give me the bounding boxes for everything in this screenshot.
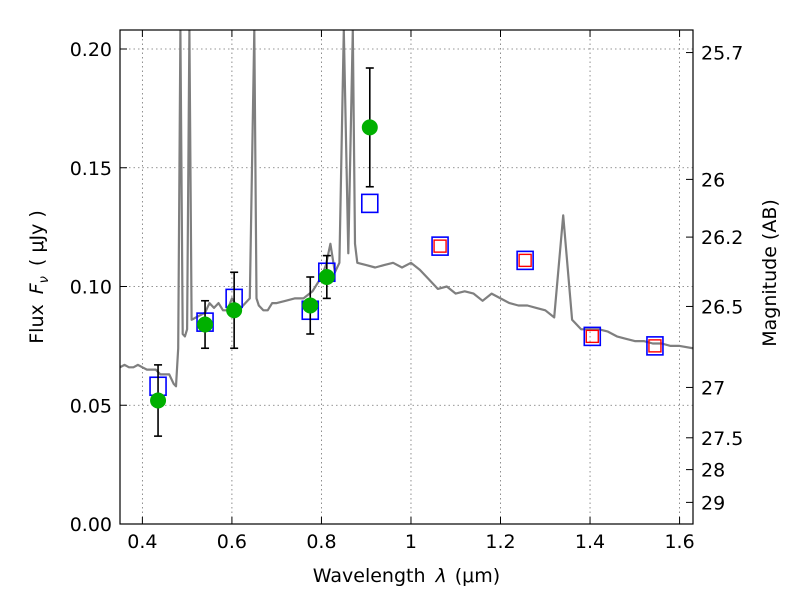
mag-tick-label: 29 — [701, 492, 725, 514]
model-square-marker — [360, 193, 379, 214]
spectrum-line — [120, 30, 693, 388]
model-square-marker — [516, 250, 534, 271]
plot-frame — [119, 29, 694, 525]
mag-tick-label: 27.5 — [701, 428, 743, 450]
grid — [120, 30, 693, 525]
model-square-marker — [646, 336, 664, 356]
y-tick-label: 0.15 — [70, 158, 112, 180]
model-square-inner-marker — [648, 339, 662, 353]
mag-tick-label: 26 — [701, 169, 725, 191]
model-square-marker — [431, 236, 449, 256]
x-tick-label: 1 — [405, 531, 417, 553]
observed-point — [302, 297, 319, 314]
model-square-inner-marker — [585, 329, 599, 344]
observed-point — [197, 316, 214, 333]
model-square-marker — [583, 326, 602, 347]
mag-tick-label: 25.7 — [701, 43, 743, 65]
x-tick-label: 1.4 — [575, 531, 605, 553]
y-tick-label: 0.20 — [70, 39, 112, 61]
ticks: 0.4 0.6 0.8 1 1.2 1.4 1.6 0.00 0.05 0.10 0.15 0.20 2… — [70, 30, 743, 553]
x-tick-label: 0.4 — [127, 531, 157, 553]
y-tick-label: 0.10 — [70, 277, 112, 299]
x-axis-label: Wavelength λ (μm) — [313, 565, 500, 587]
observed-point — [318, 269, 335, 285]
x-tick-label: 0.8 — [306, 531, 336, 553]
mag-tick-label: 26.2 — [701, 227, 743, 249]
observed-point — [150, 392, 167, 409]
x-tick-label: 1.2 — [485, 531, 515, 553]
mag-tick-label: 28 — [701, 460, 725, 482]
y2-axis-label: Magnitude (AB) — [759, 199, 781, 347]
mag-tick-label: 26.5 — [701, 296, 743, 318]
x-tick-label: 1.6 — [664, 531, 694, 553]
model-square-inner-marker — [433, 239, 447, 253]
observed-point — [361, 119, 378, 136]
data-layer — [120, 30, 693, 437]
observed-point — [226, 302, 243, 319]
model-square-inner-marker — [518, 253, 532, 268]
y-tick-label: 0.00 — [70, 514, 112, 536]
mag-tick-label: 27 — [701, 377, 725, 399]
y-tick-label: 0.05 — [70, 395, 112, 417]
x-tick-label: 0.6 — [217, 531, 247, 553]
y-axis-label: FluxFν( μJy ) — [26, 210, 52, 344]
